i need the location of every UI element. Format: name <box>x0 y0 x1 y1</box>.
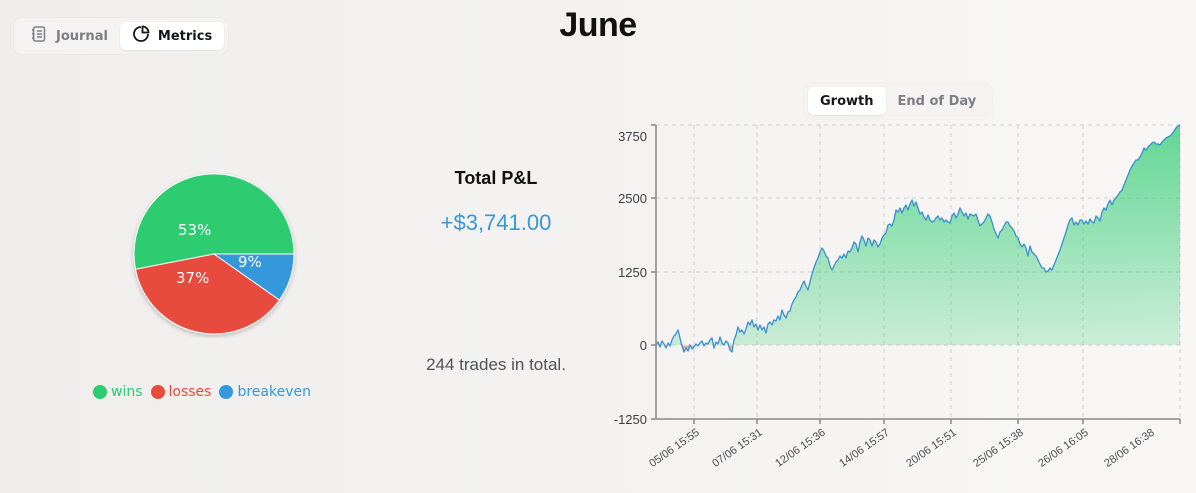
total-pnl-value: +$3,741.00 <box>440 210 552 235</box>
tab-journal[interactable]: Journal <box>18 22 120 50</box>
legend-item-losses[interactable]: losses <box>150 384 212 400</box>
legend-dot-icon <box>219 385 234 399</box>
legend-item-wins[interactable]: wins <box>93 384 143 400</box>
total-pnl-heading: Total P&L <box>454 168 538 188</box>
svg-text:26/06 16:05: 26/06 16:05 <box>1036 427 1090 470</box>
svg-text:0: 0 <box>640 338 647 353</box>
legend-label-breakeven: breakeven <box>237 384 311 400</box>
pie-label-breakeven: 9% <box>238 253 262 271</box>
page-title: June <box>559 6 637 44</box>
svg-text:25/06 15:38: 25/06 15:38 <box>971 427 1025 470</box>
pie-slice-losses[interactable] <box>134 253 281 335</box>
svg-text:1250: 1250 <box>618 265 647 280</box>
tab-growth[interactable]: Growth <box>808 87 886 115</box>
y-axis-labels: 3750 2500 1250 0 -1250 <box>614 129 647 427</box>
growth-area-series[interactable] <box>655 124 1181 353</box>
svg-text:3750: 3750 <box>618 129 647 144</box>
legend-item-breakeven[interactable]: breakeven <box>219 384 311 400</box>
svg-text:14/06 15:57: 14/06 15:57 <box>837 427 891 470</box>
legend-label-losses: losses <box>168 384 212 400</box>
outcome-pie-chart: 53% 37% 9% <box>130 170 298 338</box>
pie-chart-icon <box>132 25 150 47</box>
svg-text:20/06 15:51: 20/06 15:51 <box>904 427 958 470</box>
notebook-icon <box>30 25 48 47</box>
svg-text:05/06 15:55: 05/06 15:55 <box>647 427 701 470</box>
pie-legend: wins losses breakeven <box>93 384 311 400</box>
pie-label-wins: 53% <box>178 221 212 239</box>
svg-text:12/06 15:36: 12/06 15:36 <box>773 427 827 470</box>
trade-count-text: 244 trades in total. <box>426 355 566 374</box>
legend-dot-icon <box>93 385 107 399</box>
pie-slice-breakeven[interactable] <box>212 253 295 301</box>
x-axis-labels: 05/06 15:55 07/06 15:31 12/06 15:36 14/0… <box>647 427 1156 470</box>
pie-label-losses: 37% <box>176 269 210 287</box>
growth-chart: 3750 2500 1250 0 -1250 05/06 15:55 07/06… <box>600 115 1196 493</box>
growth-line <box>655 124 1181 353</box>
tab-journal-label: Journal <box>56 28 108 44</box>
legend-label-wins: wins <box>111 384 143 400</box>
svg-text:2500: 2500 <box>618 191 647 206</box>
legend-dot-icon <box>150 385 165 399</box>
chart-mode-switcher: Growth End of Day <box>804 83 993 119</box>
tab-end-of-day[interactable]: End of Day <box>897 93 977 109</box>
svg-text:07/06 15:31: 07/06 15:31 <box>710 427 764 470</box>
svg-text:-1250: -1250 <box>614 412 647 427</box>
tab-metrics-label: Metrics <box>157 28 213 44</box>
svg-text:28/06 16:38: 28/06 16:38 <box>1102 427 1156 470</box>
view-switcher: Journal Metrics <box>14 18 229 54</box>
pie-slice-wins[interactable] <box>133 173 295 270</box>
chart-axes <box>651 124 1181 424</box>
tab-metrics[interactable]: Metrics <box>119 22 225 50</box>
